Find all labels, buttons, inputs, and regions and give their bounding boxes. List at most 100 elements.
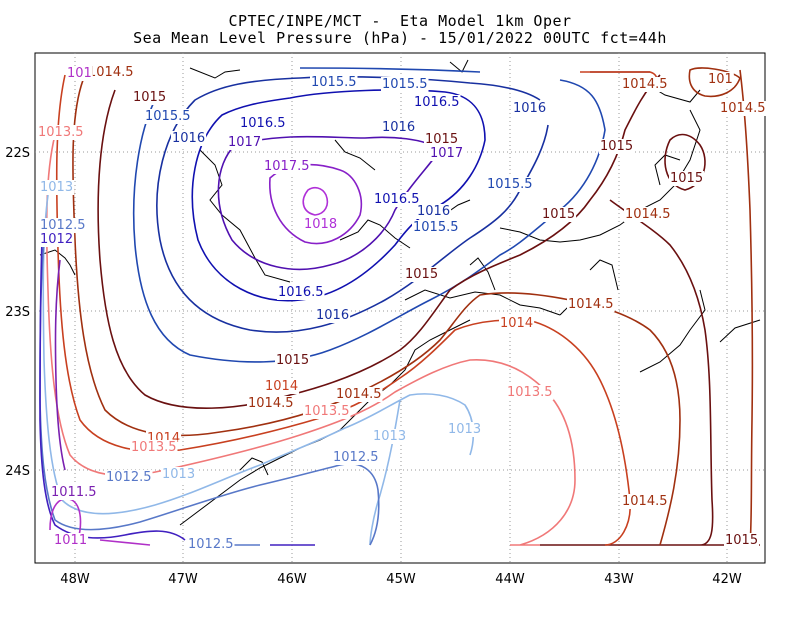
contour-label-bg <box>404 267 440 282</box>
map-subtitle: Sea Mean Level Pressure (hPa) - 15/01/20… <box>133 29 667 47</box>
x-tick-label: 47W <box>168 572 198 587</box>
contour-label: 1016 <box>316 308 349 323</box>
contour-label-bg <box>315 308 351 323</box>
y-tick-label: 22S <box>5 146 30 161</box>
contour-label: 1013.5 <box>507 385 553 400</box>
contour-label-bg <box>335 387 383 402</box>
contour-label: 101 <box>708 72 733 87</box>
contour-label-bg <box>486 177 534 192</box>
contour-label: 1017 <box>430 146 463 161</box>
contour-label: 1011.5 <box>51 485 97 500</box>
contour-label: 101 <box>67 66 92 81</box>
contour-label-bg <box>621 494 669 509</box>
contour-label-bg <box>277 285 325 300</box>
isobar-1014.5b <box>739 69 754 546</box>
y-tick-label: 23S <box>5 305 30 320</box>
contour-label: 1012.5 <box>188 537 234 552</box>
contour-label: 1015.5 <box>311 75 357 90</box>
contour-label: 1016 <box>172 131 205 146</box>
y-tick-label: 24S <box>5 464 30 479</box>
contour-label-bg <box>719 101 767 116</box>
x-tick-label: 43W <box>604 572 634 587</box>
contour-label: 1014.5 <box>720 101 766 116</box>
contour-label: 1014.5 <box>336 387 382 402</box>
contour-label: 1015.5 <box>145 109 191 124</box>
contour-label: 1016 <box>417 204 450 219</box>
contour-label: 1017 <box>228 135 261 150</box>
contour-label: 1015 <box>670 171 703 186</box>
contour-label-bg <box>227 135 263 150</box>
contour-label: 1014.5 <box>625 207 671 222</box>
isobar-1017 <box>217 135 442 271</box>
contour-label-bg <box>171 131 207 146</box>
contour-label: 1015 <box>405 267 438 282</box>
isobar-1015b <box>540 199 760 546</box>
contour-labels: 1014.510151015.510161016.510171017.51018… <box>37 65 767 552</box>
contour-label-bg <box>512 101 548 116</box>
contour-label: 1013 <box>40 180 73 195</box>
contour-label-bg <box>621 77 669 92</box>
contour-label-bg <box>332 450 380 465</box>
contour-label-bg <box>144 109 192 124</box>
contour-label-bg <box>447 422 483 437</box>
contour-label-bg <box>37 125 85 140</box>
contour-label: 1013.5 <box>304 404 350 419</box>
contour-label-bg <box>247 396 295 411</box>
contour-label: 1015 <box>542 207 575 222</box>
contour-label-bg <box>707 72 734 87</box>
contour-label-bg <box>161 467 197 482</box>
contour-label: 1016 <box>513 101 546 116</box>
contour-label-bg <box>87 65 135 80</box>
contour-label-bg <box>263 159 311 174</box>
isobar-1015.5 <box>132 67 606 363</box>
contour-label-bg <box>669 171 705 186</box>
contour-label: 1015 <box>725 533 758 548</box>
contour-label: 1016 <box>382 120 415 135</box>
contour-label-bg <box>567 297 615 312</box>
x-tick-label: 46W <box>277 572 307 587</box>
map-frame <box>34 52 766 564</box>
contour-label: 1013 <box>162 467 195 482</box>
contour-label-bg <box>39 180 75 195</box>
contour-label: 1016.5 <box>240 116 286 131</box>
contour-label-bg <box>130 440 178 455</box>
contour-label-bg <box>303 217 339 232</box>
contour-label-bg <box>132 90 168 105</box>
contour-label-bg <box>105 470 153 485</box>
isobar-1014.5 <box>72 67 741 546</box>
x-tick-label: 42W <box>712 572 742 587</box>
isobar-1013.5 <box>45 134 576 546</box>
contour-label: 1015 <box>133 90 166 105</box>
contour-label: 1018 <box>304 217 337 232</box>
contour-label-bg <box>429 146 465 161</box>
contour-label: 1016.5 <box>374 192 420 207</box>
isobar-1011.5 <box>54 259 66 471</box>
contour-label-bg <box>499 316 535 331</box>
contour-label: 1013 <box>448 422 481 437</box>
contour-label-bg <box>416 204 452 219</box>
contour-label: 1013 <box>373 429 406 444</box>
contour-label-bg <box>413 95 461 110</box>
contour-label: 1013.5 <box>38 125 84 140</box>
contour-label: 1016.5 <box>278 285 324 300</box>
contour-label: 1012.5 <box>333 450 379 465</box>
contour-label: 1016.5 <box>414 95 460 110</box>
contour-label: 1012.5 <box>106 470 152 485</box>
contour-label-bg <box>506 385 554 400</box>
contour-label-bg <box>412 220 460 235</box>
contour-label: 1015 <box>276 353 309 368</box>
contour-label: 1011 <box>54 533 87 548</box>
contour-label-bg <box>239 116 287 131</box>
contour-label: 1015.5 <box>487 177 533 192</box>
x-axis-labels: 48W 47W 46W 45W 44W 43W 42W <box>60 572 742 587</box>
contour-label-bg <box>372 429 408 444</box>
contour-label: 1014.5 <box>248 396 294 411</box>
contour-label: 1015.5 <box>413 220 459 235</box>
contour-label-bg <box>599 139 635 154</box>
isobar-1012 <box>39 239 315 546</box>
isobar-1013 <box>42 194 475 546</box>
contour-label-bg <box>66 66 93 81</box>
contour-label-bg <box>39 232 75 247</box>
map-title: CPTEC/INPE/MCT - Eta Model 1km Oper <box>228 12 572 30</box>
